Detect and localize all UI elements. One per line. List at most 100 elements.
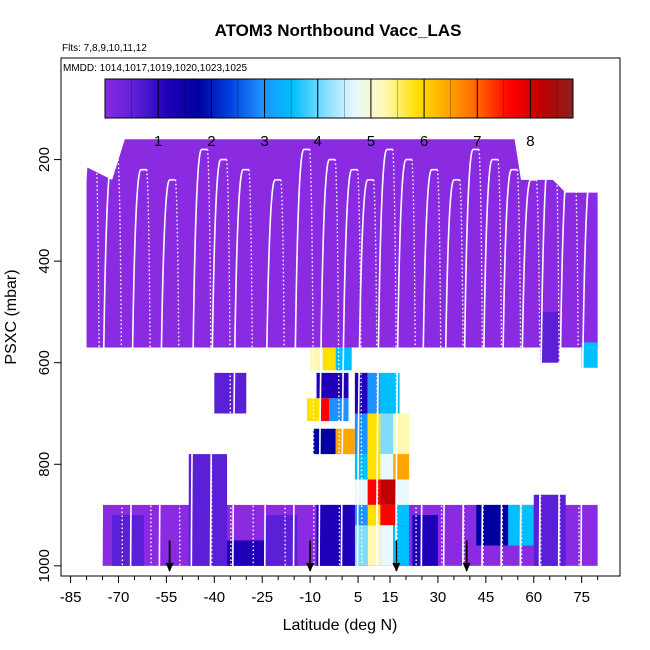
x-tick-label: -40: [203, 589, 225, 606]
heatmap-cell: [540, 311, 560, 363]
flight-profile-descent: [497, 159, 504, 566]
heatmap-cell: [380, 372, 400, 414]
flight-profile-descent: [226, 159, 232, 566]
y-tick-label: 1000: [36, 549, 53, 582]
colorbar-rect: [104, 78, 574, 119]
arrow-marker-head: [392, 562, 401, 572]
flight-profile-ascent: [375, 148, 393, 566]
heatmap-cell: [322, 347, 336, 371]
x-tick-label: -25: [251, 589, 273, 606]
flight-profile-ascent: [129, 168, 147, 566]
heatmap-cell: [112, 515, 145, 566]
heatmap-cell: [354, 479, 368, 505]
colorbar-tick-label: 1: [154, 133, 162, 150]
flight-profile-descent: [280, 179, 286, 566]
y-axis: 200 400 600 800 1000: [36, 147, 61, 583]
flight-profile-descent: [411, 159, 417, 566]
colorbar-tick-label: 5: [367, 133, 375, 150]
heatmap-cell: [188, 454, 228, 566]
heatmap-cell: [335, 428, 355, 455]
arrow-marker-head: [306, 562, 315, 572]
colorbar-tick-label: 3: [260, 133, 268, 150]
x-tick-label: 60: [525, 589, 542, 606]
flight-profile-ascent: [481, 158, 499, 566]
colorbar-tick-label: 7: [473, 133, 481, 150]
x-tick-label: 15: [382, 589, 399, 606]
heatmap-cell: [380, 479, 397, 505]
flight-profile-ascent: [462, 148, 480, 566]
flights-label: Flts: 7,8,9,10,11,12: [62, 43, 147, 54]
heatmap-cell: [367, 504, 381, 526]
arrow-marker-head: [165, 562, 174, 572]
flight-profile-ascent: [78, 148, 96, 566]
flight-profile-descent: [146, 169, 152, 566]
flight-profile-ascent: [263, 179, 282, 566]
heatmap-cell: [396, 479, 410, 505]
heatmap-cell: [319, 398, 330, 422]
x-axis-label: Latitude (deg N): [283, 617, 398, 634]
plot-frame: [60, 57, 621, 577]
flight-profile-descent: [516, 169, 523, 566]
y-axis-label: PSXC (mbar): [3, 269, 20, 364]
flight-profile-ascent: [500, 168, 518, 566]
x-tick-label: -70: [108, 589, 130, 606]
chart-title: ATOM3 Northbound Vacc_LAS: [215, 21, 462, 40]
flight-profile-descent: [248, 169, 254, 566]
flight-profile-descent: [174, 179, 181, 566]
flight-profile-ascent: [340, 168, 358, 566]
dates-label: MMDD: 1014,1017,1019,1020,1023,1025: [63, 63, 247, 74]
flight-profile-descent: [436, 169, 443, 566]
heatmap-layer: [86, 139, 598, 566]
flight-profile-ascent: [394, 158, 412, 566]
flight-profile-descent: [117, 159, 124, 566]
heatmap-cell: [380, 413, 394, 455]
flight-profile-ascent: [158, 179, 176, 566]
y-tick-label: 400: [36, 249, 53, 274]
heatmap-cell: [265, 515, 298, 566]
colorbar: [104, 78, 574, 119]
colorbar-ticks: 1 2 3 4 5 6 7 8: [131, 79, 558, 150]
flight-profile-descent: [459, 179, 465, 566]
heatmap-cell: [367, 479, 381, 505]
flight-profile-descent: [574, 159, 580, 566]
heatmap-cell: [393, 413, 410, 455]
flight-profile-ascent: [190, 148, 208, 566]
flight-profile-ascent: [209, 158, 227, 566]
flight-profile-ascent: [538, 148, 556, 566]
flight-profile-ascent: [580, 168, 598, 566]
heatmap-background: [86, 139, 598, 348]
flight-profile-descent: [356, 169, 363, 566]
x-tick-label: 30: [430, 589, 447, 606]
heatmap-cell: [380, 504, 397, 526]
x-tick-label: -55: [156, 589, 178, 606]
heatmap-cell: [476, 504, 509, 546]
flight-profile-ascent: [101, 158, 119, 566]
x-tick-label: 75: [573, 589, 590, 606]
heatmap-cell: [581, 342, 598, 368]
y-tick-label: 800: [36, 452, 53, 477]
x-tick-label: 5: [354, 589, 362, 606]
colorbar-tick-label: 4: [314, 133, 322, 150]
heatmap-cell: [380, 454, 394, 480]
heatmap-cell: [316, 504, 355, 566]
flight-profile-descent: [596, 169, 603, 566]
flight-profile-descent: [372, 179, 379, 566]
flight-profile-ascent: [292, 148, 310, 566]
flight-profile-ascent: [519, 179, 537, 566]
flight-profile-descent: [535, 179, 542, 566]
heatmap-cell: [313, 428, 336, 455]
heatmap-cell: [367, 413, 381, 455]
heatmap-cell: [367, 454, 381, 480]
flight-profile-ascent: [442, 179, 460, 566]
arrow-marker-head: [462, 562, 471, 572]
x-tick-label: 45: [477, 589, 494, 606]
heatmap-cell: [396, 504, 410, 526]
flight-profile-descent: [309, 149, 315, 566]
colorbar-tick-label: 8: [526, 133, 534, 150]
x-axis: -85 -70 -55 -40 -25 -10 5 15 30 45 60 75: [60, 576, 599, 606]
flight-profile-ascent: [318, 158, 336, 566]
x-tick-label: -85: [60, 589, 82, 606]
x-tick-label: -10: [299, 589, 321, 606]
arrow-layer: [165, 540, 471, 572]
flight-profile-ascent: [557, 158, 575, 566]
